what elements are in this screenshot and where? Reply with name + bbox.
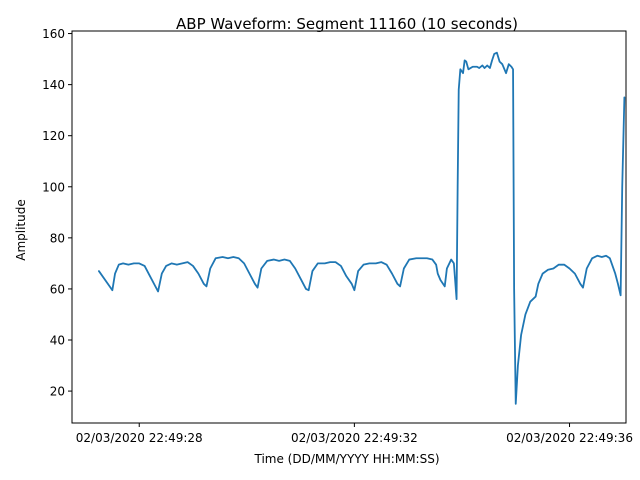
x-tick-label: 02/03/2020 22:49:28 xyxy=(76,431,203,445)
plot-area xyxy=(71,30,627,424)
x-axis: 02/03/2020 22:49:28 02/03/2020 22:49:32 02… xyxy=(76,423,633,445)
y-tick-label: 140 xyxy=(42,78,65,92)
y-tick-label: 40 xyxy=(50,334,65,348)
x-tick-label: 02/03/2020 22:49:36 xyxy=(506,431,633,445)
y-tick-label: 160 xyxy=(42,27,65,41)
y-tick-label: 60 xyxy=(50,282,65,296)
x-axis-label: Time (DD/MM/YYYY HH:MM:SS) xyxy=(253,452,439,466)
y-tick-label: 80 xyxy=(50,231,65,245)
y-axis: 20 40 60 80 100 120 140 160 xyxy=(42,27,72,399)
chart-title: ABP Waveform: Segment 11160 (10 seconds) xyxy=(176,15,518,33)
y-tick-label: 100 xyxy=(42,180,65,194)
y-axis-label: Amplitude xyxy=(14,199,28,261)
abp-series-line xyxy=(97,51,626,405)
y-tick-label: 20 xyxy=(50,385,65,399)
plot-frame xyxy=(71,30,627,424)
y-tick-label: 120 xyxy=(42,129,65,143)
x-tick-label: 02/03/2020 22:49:32 xyxy=(291,431,418,445)
